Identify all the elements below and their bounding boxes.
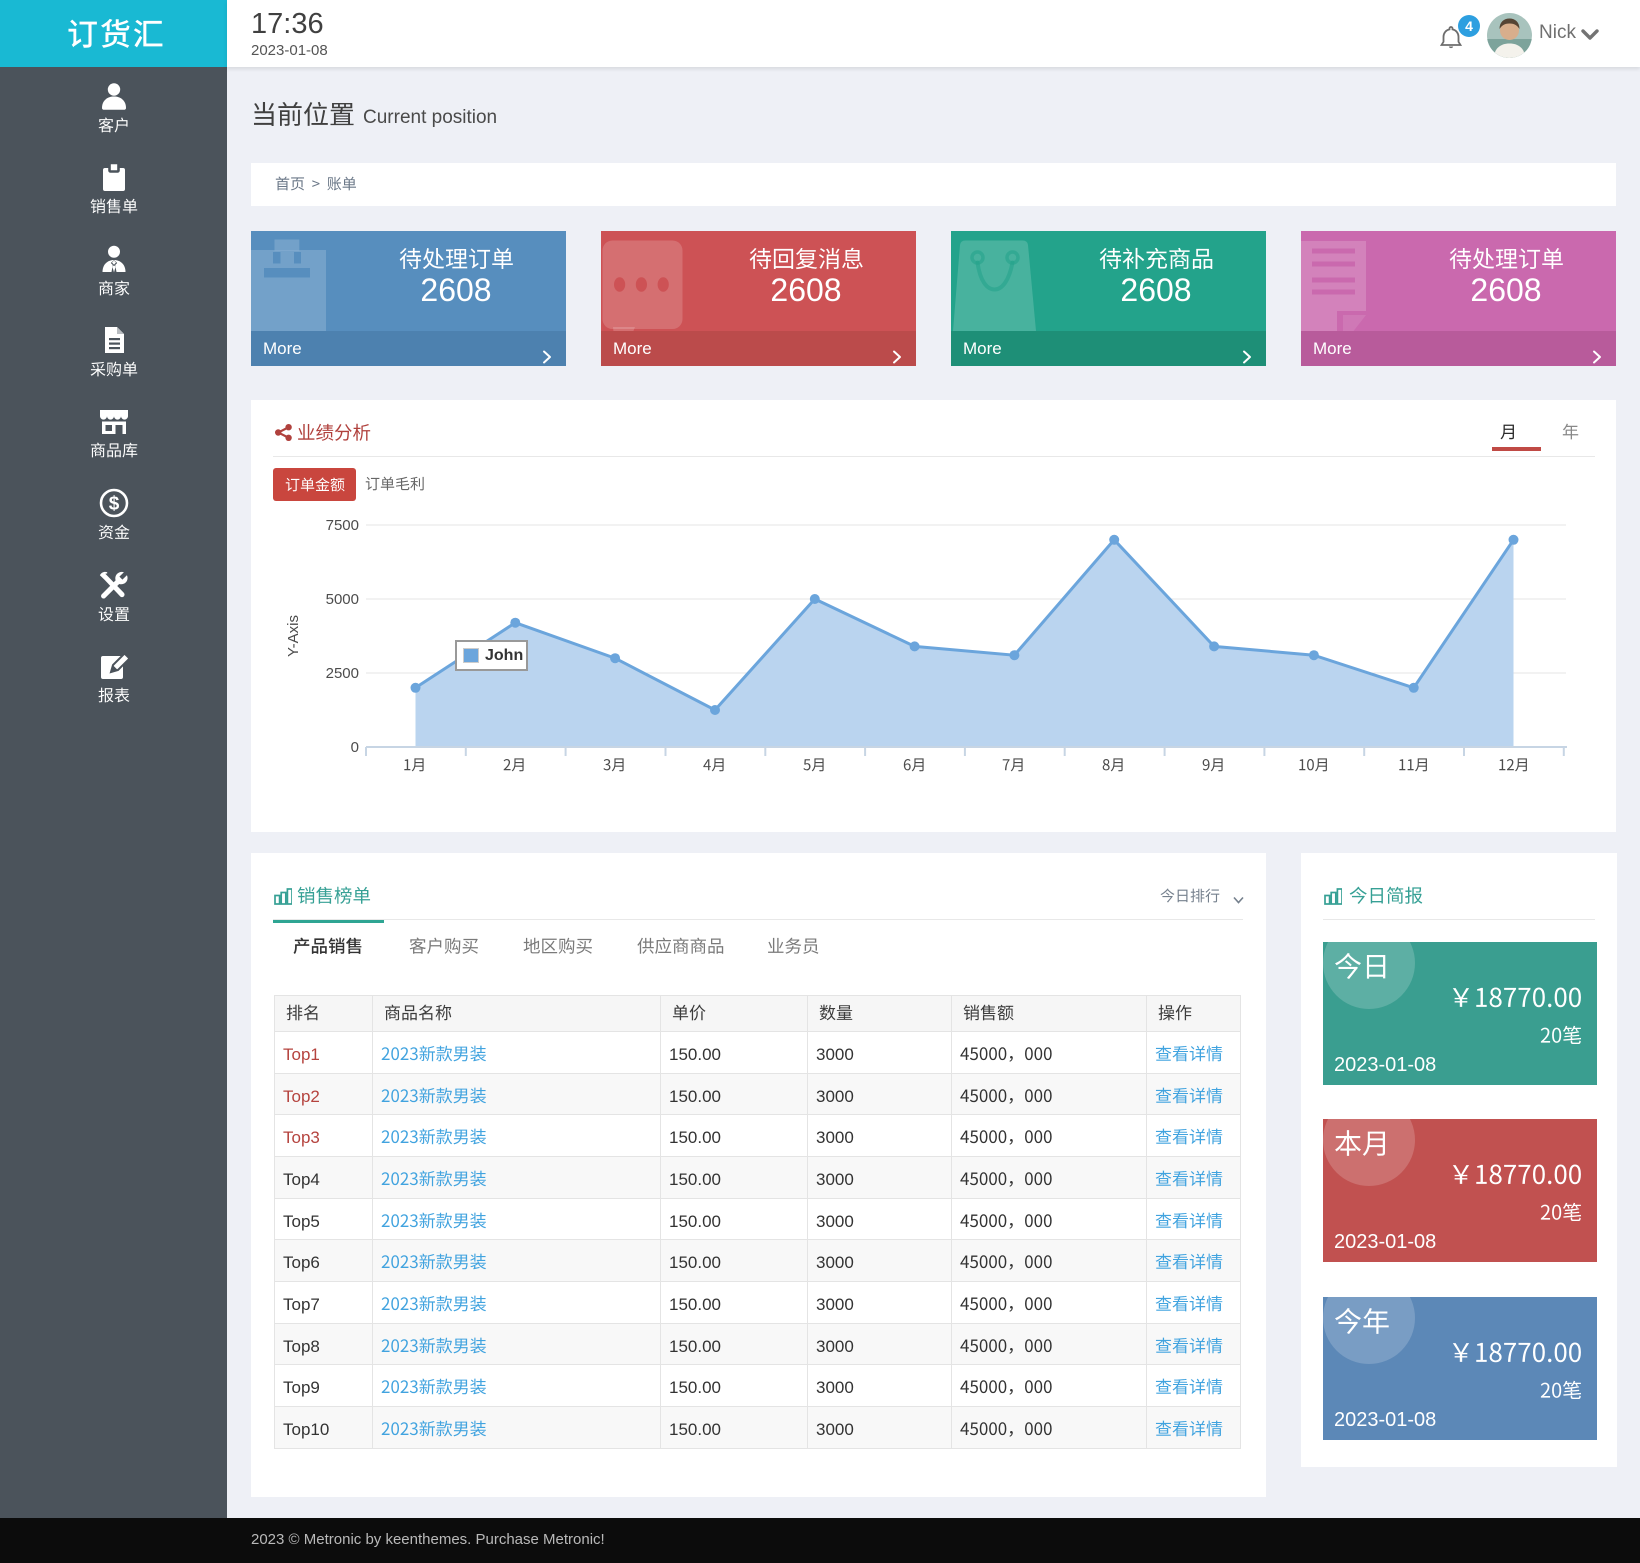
svg-text:7500: 7500 <box>326 517 359 534</box>
svg-text:$: $ <box>108 494 119 515</box>
svg-text:2500: 2500 <box>326 665 359 682</box>
svg-text:Y-Axis: Y-Axis <box>285 615 302 657</box>
svg-text:5000: 5000 <box>326 591 359 608</box>
svg-text:0: 0 <box>351 739 359 756</box>
